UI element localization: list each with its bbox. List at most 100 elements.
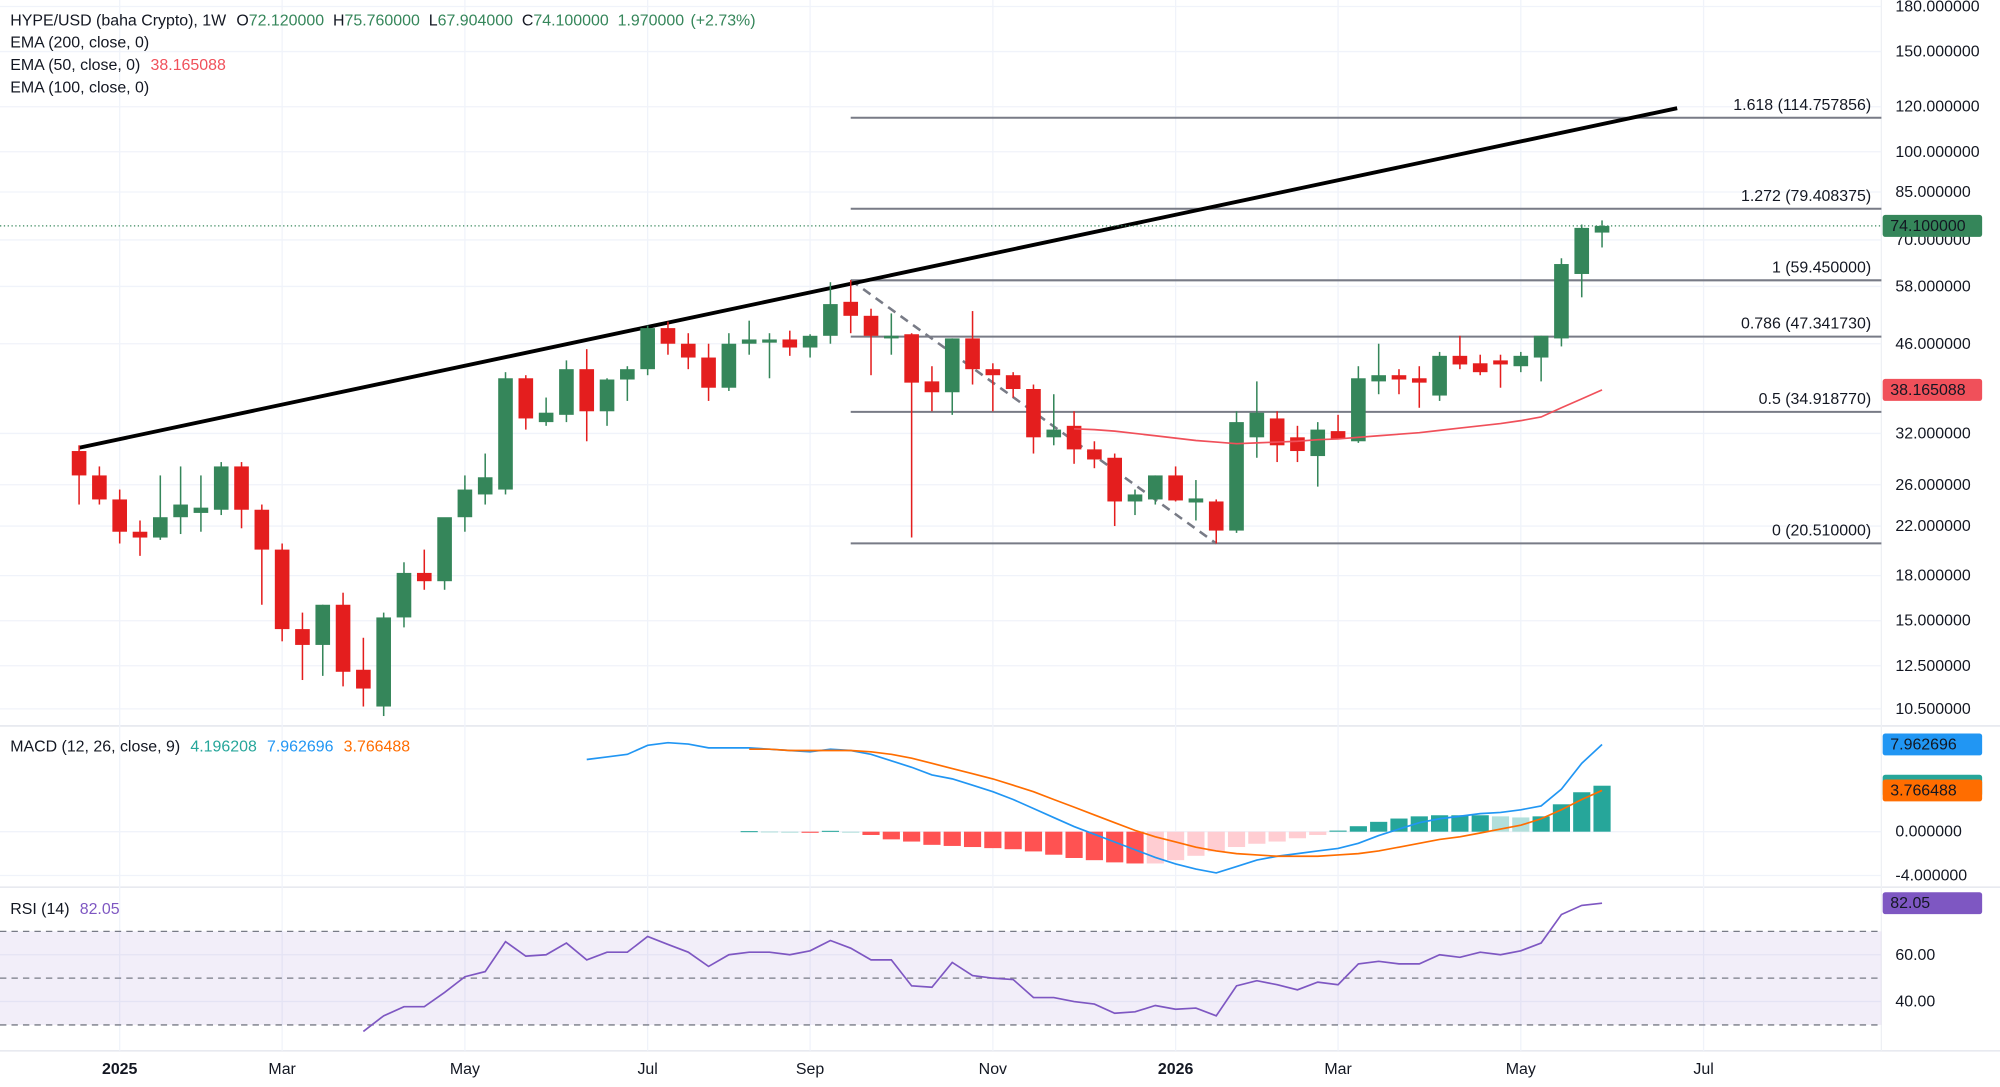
x-tick-label: May bbox=[1506, 1060, 1536, 1078]
candle-body bbox=[924, 381, 940, 393]
histogram-bar bbox=[1085, 831, 1103, 861]
x-tick-label: Jul bbox=[1693, 1060, 1713, 1078]
x-tick-label: Mar bbox=[268, 1060, 296, 1078]
x-tick-label: May bbox=[450, 1060, 480, 1078]
y-tick-label: 18.000000 bbox=[1895, 567, 1970, 585]
y-tick-label: 150.000000 bbox=[1895, 43, 1979, 61]
y-tick-label: 0.000000 bbox=[1895, 823, 1962, 841]
legend: EMA (200, close, 0) bbox=[10, 34, 149, 52]
price-tag bbox=[1882, 378, 1983, 401]
candle-body bbox=[1087, 449, 1102, 460]
legend: EMA (50, close, 0) 38.165088 bbox=[10, 56, 226, 74]
candle-body bbox=[1269, 418, 1285, 446]
candle-body bbox=[396, 572, 412, 618]
histogram-bar bbox=[923, 831, 941, 845]
histogram-bar bbox=[943, 831, 961, 846]
candle-body bbox=[1432, 355, 1447, 396]
candle-body bbox=[965, 338, 980, 370]
candle-body bbox=[112, 499, 128, 532]
legend-key: L bbox=[429, 12, 438, 30]
candle-body bbox=[701, 357, 716, 388]
y-tick-label: 120.000000 bbox=[1895, 98, 1979, 116]
legend-value: 7.962696 bbox=[267, 738, 334, 756]
candle-body bbox=[1310, 429, 1326, 457]
candle-body bbox=[579, 369, 595, 412]
price-tag-label: 3.766488 bbox=[1890, 781, 1957, 799]
candle-body bbox=[1249, 412, 1265, 438]
legend-value: 4.196208 bbox=[190, 738, 257, 756]
legend-key: C bbox=[522, 12, 534, 30]
histogram-bar bbox=[862, 831, 880, 835]
candle-body bbox=[1005, 375, 1021, 390]
candle-body bbox=[884, 335, 899, 339]
x-tick-label: Sep bbox=[796, 1060, 824, 1078]
candle-body bbox=[1208, 501, 1224, 531]
candle-body bbox=[1391, 375, 1407, 380]
price-tag-label: 74.100000 bbox=[1890, 217, 1965, 235]
candle-body bbox=[1147, 475, 1163, 500]
fib-label: 0.5 (34.918770) bbox=[1759, 390, 1871, 408]
legend: HYPE/USD (baha Crypto), 1W O72.120000 H75.… bbox=[10, 12, 755, 30]
candle-body bbox=[620, 369, 635, 380]
candle-body bbox=[335, 604, 351, 672]
histogram-bar bbox=[1248, 831, 1266, 844]
legend: RSI (14) 82.05 bbox=[10, 900, 119, 918]
candle-body bbox=[823, 304, 838, 336]
candle-body bbox=[640, 328, 655, 370]
candle-body bbox=[132, 531, 148, 538]
legend-name: EMA (100, close, 0) bbox=[10, 79, 149, 97]
y-tick-label: 58.000000 bbox=[1895, 277, 1970, 295]
histogram-bar bbox=[740, 831, 758, 833]
histogram-bar bbox=[1065, 831, 1083, 858]
candle-body bbox=[1594, 225, 1610, 233]
candle-body bbox=[1066, 425, 1082, 450]
legend-value: (+2.73%) bbox=[690, 12, 755, 30]
candle-body bbox=[1411, 378, 1427, 383]
histogram-bar bbox=[821, 830, 839, 832]
histogram-bar bbox=[1593, 785, 1611, 832]
histogram-bar bbox=[760, 831, 779, 833]
candle-body bbox=[498, 378, 513, 490]
x-tick-label: Nov bbox=[979, 1060, 1007, 1078]
fib-label: 0.786 (47.341730) bbox=[1741, 315, 1871, 333]
candle-body bbox=[518, 378, 534, 419]
price-tag bbox=[1882, 733, 1983, 756]
legend-key: H bbox=[333, 12, 345, 30]
price-tag-label: 38.165088 bbox=[1890, 381, 1965, 399]
y-tick-label: 100.000000 bbox=[1895, 143, 1979, 161]
legend-value: 74.100000 bbox=[533, 12, 608, 30]
y-tick-label: -4.000000 bbox=[1895, 866, 1967, 884]
y-tick-label: 32.000000 bbox=[1895, 424, 1970, 442]
price-tag bbox=[1882, 779, 1983, 802]
x-tick-label: Jul bbox=[637, 1060, 657, 1078]
x-tick-label: 2026 bbox=[1158, 1060, 1194, 1078]
candle-body bbox=[1371, 375, 1386, 382]
histogram-bar bbox=[1024, 831, 1043, 852]
candle-body bbox=[843, 301, 859, 316]
candle-body bbox=[1046, 429, 1062, 438]
candle-body bbox=[416, 572, 432, 582]
histogram-bar bbox=[1370, 821, 1388, 832]
candle-body bbox=[1026, 389, 1041, 438]
candle-body bbox=[802, 335, 818, 348]
histogram-bar bbox=[1167, 831, 1185, 861]
histogram-bar bbox=[1187, 831, 1205, 856]
legend-value: 1.970000 bbox=[618, 12, 685, 30]
legend: EMA (100, close, 0) bbox=[10, 79, 149, 97]
candle-body bbox=[599, 379, 615, 412]
histogram-bar bbox=[781, 831, 799, 833]
histogram-bar bbox=[1106, 831, 1124, 863]
candle-body bbox=[1574, 227, 1590, 274]
histogram-bar bbox=[963, 831, 982, 848]
histogram-bar bbox=[842, 831, 860, 833]
legend-value: 75.760000 bbox=[345, 12, 420, 30]
histogram-bar bbox=[984, 831, 1002, 849]
candle-body bbox=[680, 343, 696, 358]
y-tick-label: 26.000000 bbox=[1895, 476, 1970, 494]
candle-body bbox=[254, 509, 270, 550]
candle-body bbox=[1290, 437, 1305, 452]
histogram-bar bbox=[1207, 831, 1225, 852]
candle-body bbox=[1330, 431, 1346, 439]
legend-value: 67.904000 bbox=[438, 12, 513, 30]
trend-line bbox=[78, 106, 1678, 450]
